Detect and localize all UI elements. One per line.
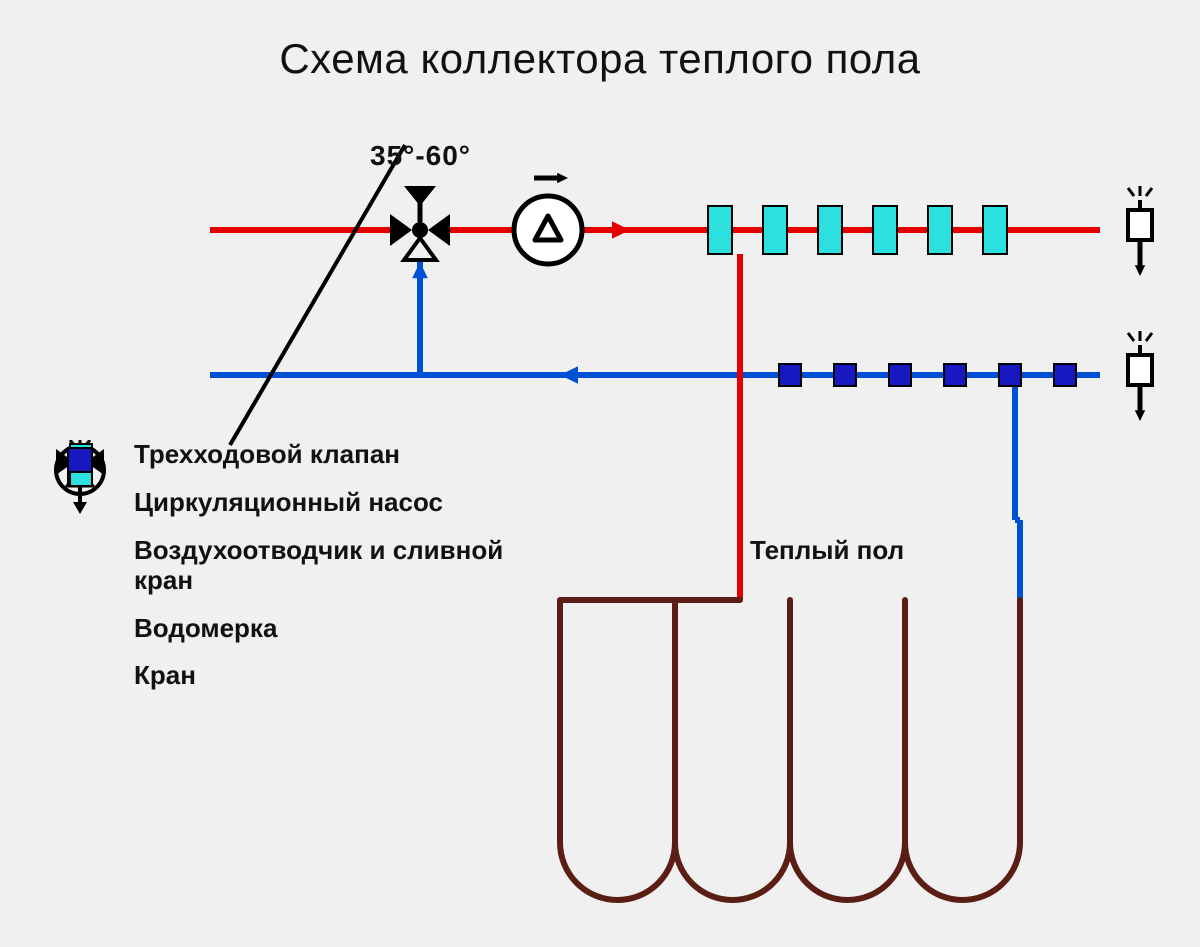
legend-row-three-way: Трехходовой клапан xyxy=(50,440,550,470)
legend-row-valve: Кран xyxy=(50,661,550,691)
legend-row-air-vent: Воздухоотводчик и сливной кран xyxy=(50,536,550,596)
legend-label: Циркуляционный насос xyxy=(134,488,443,518)
legend-row-pump: Циркуляционный насос xyxy=(50,488,550,518)
legend-label: Трехходовой клапан xyxy=(134,440,400,470)
temperature-label: 35°-60° xyxy=(370,140,471,172)
floor-heating-label: Теплый пол xyxy=(750,535,904,566)
legend: Трехходовой клапан Циркуляционный насос … xyxy=(50,440,550,709)
legend-label: Водомерка xyxy=(134,614,277,644)
legend-label: Воздухоотводчик и сливной кран xyxy=(134,536,550,596)
legend-label: Кран xyxy=(134,661,196,691)
legend-row-meter: Водомерка xyxy=(50,614,550,644)
